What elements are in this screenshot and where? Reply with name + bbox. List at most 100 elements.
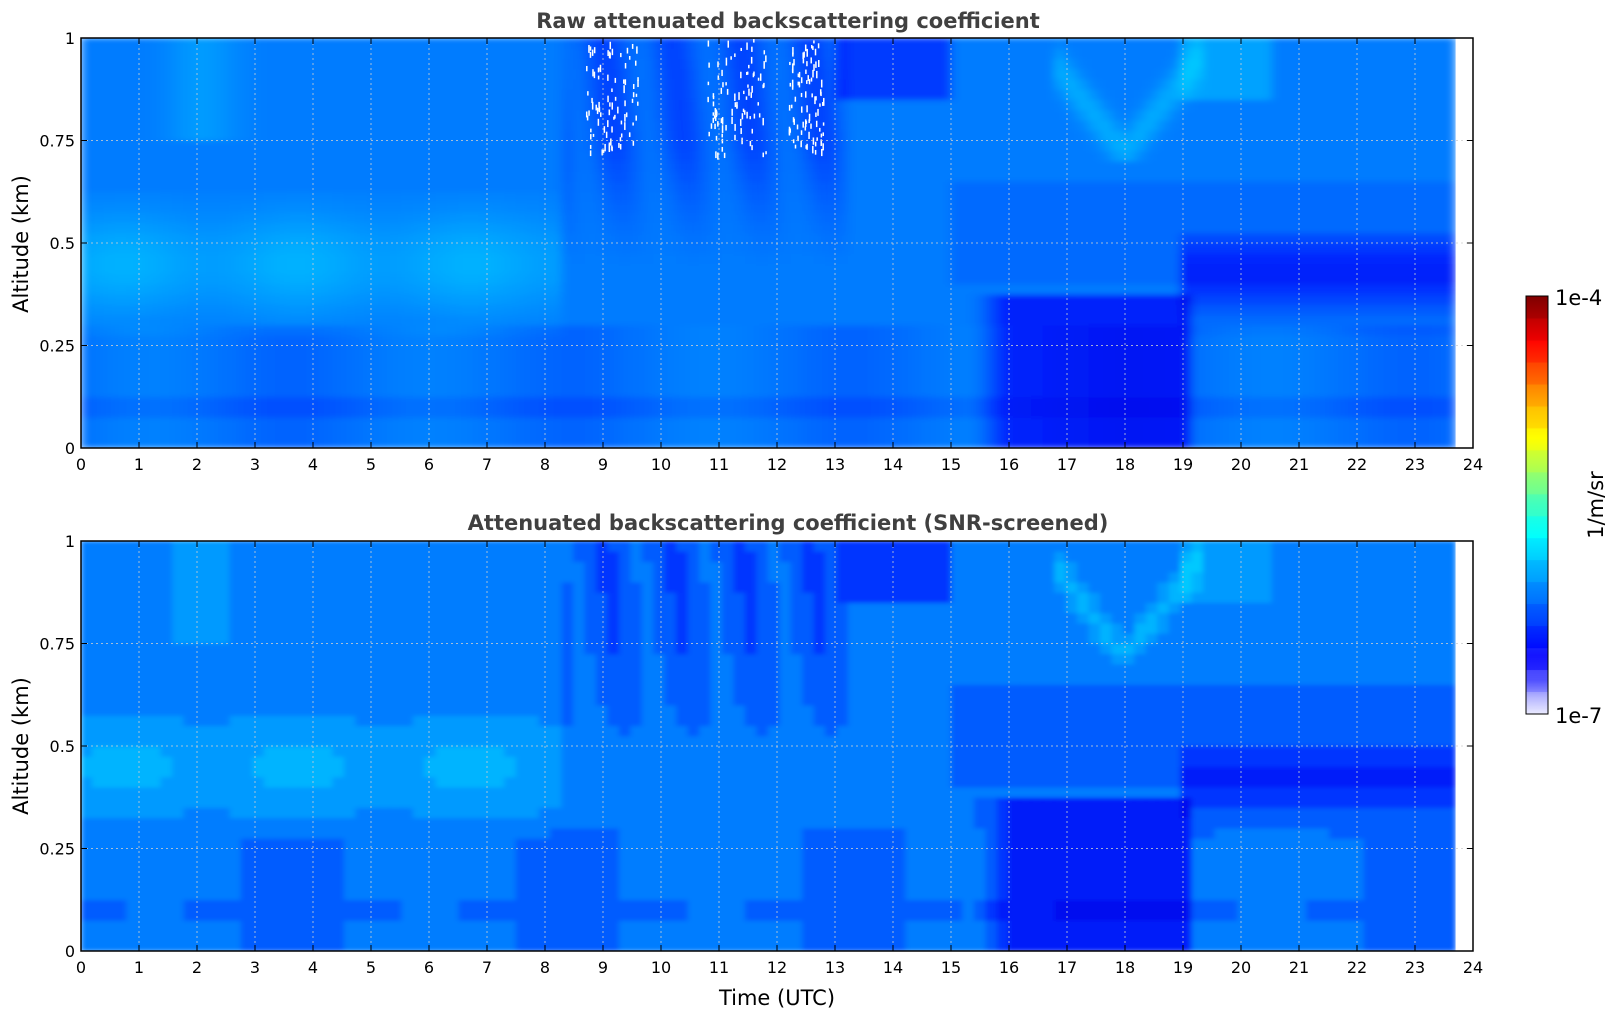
heatmap-cell <box>664 252 678 264</box>
heatmap-cell <box>618 150 632 162</box>
heatmap-cell <box>401 68 414 80</box>
heatmap-cell <box>630 201 643 213</box>
heatmap-cell <box>561 355 575 367</box>
heatmap-cell <box>1214 222 1227 234</box>
speckle <box>708 62 710 68</box>
heatmap-cell <box>1283 88 1296 100</box>
heatmap-cell <box>389 201 403 213</box>
heatmap-cell <box>584 293 597 305</box>
heatmap-cell <box>561 58 575 70</box>
heatmap-cell <box>1340 345 1354 357</box>
heatmap-cell <box>1352 314 1365 326</box>
heatmap-cell <box>607 38 620 49</box>
heatmap-cell <box>1306 334 1319 346</box>
heatmap-cell <box>996 181 1010 193</box>
heatmap-cell <box>676 99 689 111</box>
heatmap-cell <box>378 416 391 428</box>
heatmap-cell <box>641 150 655 162</box>
heatmap-cell <box>321 160 334 172</box>
heatmap-cell <box>893 355 907 367</box>
heatmap-cell <box>389 119 403 131</box>
heatmap-cell <box>229 406 242 418</box>
heatmap-cell <box>1260 150 1273 162</box>
heatmap-cell <box>1088 416 1101 428</box>
heatmap-cell <box>126 416 139 428</box>
heatmap-cell <box>343 406 357 418</box>
heatmap-cell <box>1317 273 1331 285</box>
heatmap-cell <box>882 211 895 223</box>
heatmap-cell <box>401 416 414 428</box>
heatmap-cell <box>481 170 494 182</box>
heatmap-cell <box>1191 170 1205 182</box>
heatmap-cell <box>298 242 311 254</box>
heatmap-cell <box>229 242 242 254</box>
heatmap-cell <box>1214 365 1227 377</box>
heatmap-cell <box>1145 140 1159 152</box>
heatmap-cell <box>584 119 597 131</box>
heatmap-cell <box>286 211 300 223</box>
heatmap-cell <box>481 150 494 162</box>
heatmap-cell <box>790 334 804 346</box>
heatmap-cell <box>1203 263 1216 275</box>
heatmap-cell <box>286 68 300 80</box>
heatmap-cell <box>1099 273 1113 285</box>
heatmap-cell <box>137 99 151 111</box>
heatmap-cell <box>607 252 620 264</box>
heatmap-cell <box>595 293 609 305</box>
heatmap-cell <box>286 273 300 285</box>
heatmap-cell <box>1099 232 1113 244</box>
heatmap-cell <box>1409 334 1422 346</box>
heatmap-cell <box>882 191 895 203</box>
heatmap-cell <box>721 232 735 244</box>
heatmap-cell <box>240 68 254 80</box>
heatmap-cell <box>1283 293 1296 305</box>
heatmap-cell <box>1420 345 1434 357</box>
heatmap-cell <box>1397 222 1411 234</box>
heatmap-cell <box>1248 355 1262 367</box>
heatmap-cell <box>515 47 529 59</box>
heatmap-cell <box>458 345 471 357</box>
heatmap-cell <box>561 211 575 223</box>
heatmap-cell <box>1397 78 1411 90</box>
heatmap-cell <box>802 140 815 152</box>
heatmap-cell <box>550 252 563 264</box>
speckle <box>806 143 808 150</box>
heatmap-cell <box>309 242 323 254</box>
heatmap-cell <box>458 242 471 254</box>
heatmap-cell <box>183 324 197 336</box>
heatmap-cell <box>527 68 540 80</box>
heatmap-cell <box>1134 58 1147 70</box>
heatmap-cell <box>825 109 838 121</box>
heatmap-cell <box>286 386 300 398</box>
heatmap-cell <box>928 222 941 234</box>
heatmap-cell <box>469 99 483 111</box>
heatmap-cell <box>1168 283 1182 295</box>
heatmap-cell <box>469 222 483 234</box>
heatmap-cell <box>206 427 219 439</box>
heatmap-cell <box>1077 160 1090 172</box>
heatmap-cell <box>1397 427 1411 439</box>
heatmap-cell <box>1145 293 1159 305</box>
heatmap-cell <box>1008 140 1021 152</box>
heatmap-cell <box>1226 427 1239 439</box>
heatmap-cell <box>103 437 116 448</box>
heatmap-cell <box>1283 396 1296 408</box>
speckle <box>624 62 627 69</box>
heatmap-cell <box>859 119 872 131</box>
heatmap-cell <box>813 150 827 162</box>
heatmap-cell <box>687 263 701 275</box>
heatmap-cell <box>779 38 792 49</box>
heatmap-cell <box>389 38 403 49</box>
heatmap-cell <box>424 129 437 141</box>
heatmap-cell <box>1054 304 1067 316</box>
heatmap-cell <box>504 181 517 193</box>
heatmap-cell <box>1443 263 1456 275</box>
heatmap-cell <box>962 99 975 111</box>
heatmap-cell <box>985 119 998 131</box>
heatmap-cell <box>790 314 804 326</box>
heatmap-cell <box>527 170 540 182</box>
heatmap-cell <box>355 222 368 234</box>
heatmap-cell <box>298 314 311 326</box>
heatmap-cell <box>996 386 1010 398</box>
heatmap-cell <box>1374 304 1388 316</box>
